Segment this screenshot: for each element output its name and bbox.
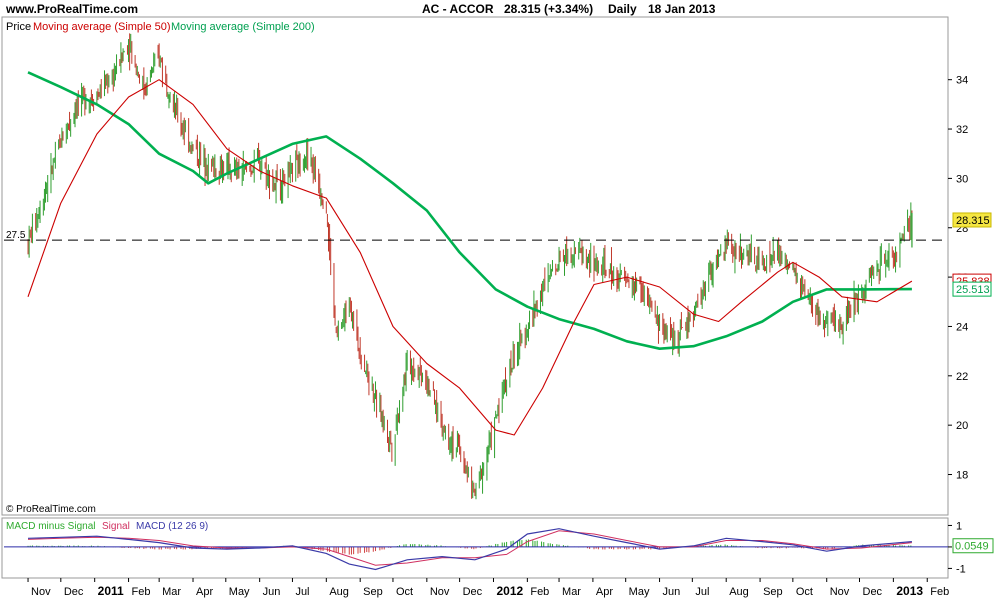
last-price-label: 28.315	[956, 215, 990, 227]
legend-ma200: Moving average (Simple 200)	[171, 21, 315, 33]
y-tick-label: 20	[956, 420, 968, 432]
macd-legend-signal: Signal	[102, 521, 130, 532]
period: Daily	[608, 2, 637, 16]
x-year-label: 2012	[496, 584, 523, 598]
x-year-label: 2013	[896, 584, 923, 598]
legend-ma50: Moving average (Simple 50)	[33, 21, 171, 33]
main-panel	[1, 16, 949, 516]
x-month-label: Apr	[596, 586, 613, 598]
y-tick-label: 24	[956, 321, 968, 333]
macd-line	[27, 528, 912, 571]
y-tick-label: 18	[956, 470, 968, 482]
macd-y-tick-label: 1	[956, 520, 962, 532]
x-month-label: Jul	[695, 586, 709, 598]
x-month-label: Jul	[295, 586, 309, 598]
x-year-label: 2011	[98, 584, 124, 598]
y-tick-label: 30	[956, 173, 968, 185]
header-date: 18 Jan 2013	[648, 2, 716, 16]
x-month-label: May	[629, 586, 650, 598]
x-month-label: May	[229, 586, 250, 598]
overlays-group: 27.5	[4, 71, 948, 436]
macd-group: -1010.0549	[4, 520, 994, 575]
macd-value-label: 0.0549	[955, 541, 989, 553]
macd-legend-macd: MACD (12 26 9)	[136, 521, 208, 532]
x-month-label: Nov	[31, 586, 51, 598]
x-month-label: Dec	[863, 586, 883, 598]
x-month-label: Oct	[796, 586, 813, 598]
macd-value-box	[952, 538, 994, 554]
reference-line-label: 27.5	[6, 230, 26, 241]
ma200-value-label: 25.513	[956, 284, 990, 296]
y-tick-label: 34	[956, 75, 968, 87]
x-month-label: Oct	[396, 586, 413, 598]
site-name: www.ProRealTime.com	[5, 2, 138, 16]
last-price-box	[952, 212, 992, 228]
ma200-value-box	[952, 281, 992, 297]
ma50-line	[27, 79, 913, 436]
x-month-label: Jun	[663, 586, 681, 598]
macd-panel	[1, 517, 949, 579]
x-month-label: Mar	[162, 586, 181, 598]
quote: 28.315 (+3.34%)	[504, 2, 593, 16]
x-month-label: Aug	[329, 586, 349, 598]
macd-legend-hist: MACD minus Signal	[6, 521, 95, 532]
time-axis: Nov Dec 2011 Feb Mar Apr May Jun Jul Aug Sep Oct Nov…	[27, 578, 949, 598]
legend-price: Price	[6, 21, 31, 33]
y-tick-label: 22	[956, 371, 968, 383]
x-month-label: Feb	[530, 586, 549, 598]
x-month-label: Sep	[363, 586, 383, 598]
x-month-label: Aug	[729, 586, 749, 598]
ma200-line	[27, 71, 912, 350]
x-month-label: Nov	[430, 586, 450, 598]
x-month-label: Nov	[830, 586, 850, 598]
instrument-title: AC - ACCOR	[422, 2, 494, 16]
x-month-label: Feb	[930, 586, 949, 598]
watermark: © ProRealTime.com	[6, 504, 96, 515]
y-tick-label: 32	[956, 124, 968, 136]
macd-y-tick-label: -1	[956, 563, 966, 575]
x-month-label: Feb	[132, 586, 151, 598]
x-month-label: Dec	[463, 586, 483, 598]
x-month-label: Jun	[263, 586, 281, 598]
x-month-label: Sep	[763, 586, 783, 598]
x-month-label: Dec	[64, 586, 84, 598]
x-month-label: Apr	[196, 586, 213, 598]
x-month-label: Mar	[562, 586, 581, 598]
